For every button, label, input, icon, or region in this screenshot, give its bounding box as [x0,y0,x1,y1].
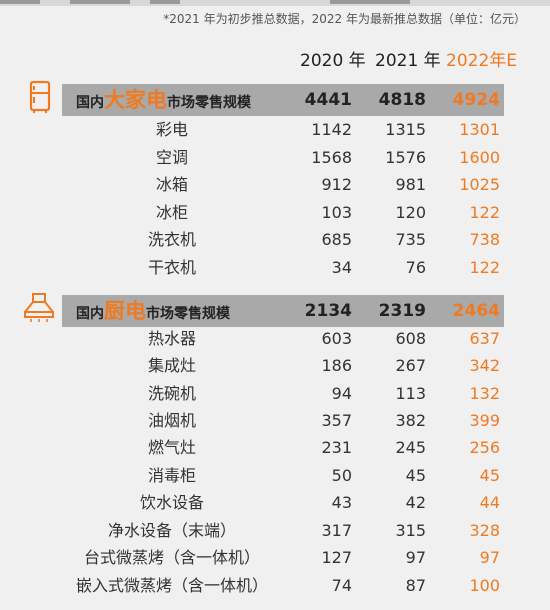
row-label: 空调 [155,148,188,167]
value-2020: 317 [321,521,352,540]
value-2020: 127 [321,548,352,567]
row-label: 洗衣机 [147,230,196,249]
value-2020: 186 [321,356,352,375]
row-label: 油烟机 [147,411,196,430]
row-label: 冰柜 [155,203,188,222]
row-label: 饮水设备 [139,493,204,512]
table-row: 油烟机 357 382 399 [0,407,550,435]
value-2022e: 342 [469,356,500,375]
value-2021: 76 [405,258,426,277]
row-label: 燃气灶 [147,438,196,457]
value-2022e: 122 [469,258,500,277]
value-2020: 74 [331,576,352,595]
value-2021: 267 [395,356,426,375]
total-2021: 2319 [378,301,426,321]
value-2021: 97 [405,548,426,567]
row-label: 集成灶 [147,356,196,375]
value-2020: 1142 [311,120,352,139]
value-2021: 87 [405,576,426,595]
total-2021: 4818 [378,90,426,110]
value-2020: 1568 [311,148,352,167]
unit-note: *2021 年为初步推总数据，2022 年为最新推总数据（单位：亿元） [163,12,526,26]
table-row: 空调 1568 1576 1600 [0,144,550,172]
value-2020: 685 [321,230,352,249]
table-row: 台式微蒸烤（含一体机） 127 97 97 [0,544,550,572]
value-2022e: 328 [469,521,500,540]
value-2020: 912 [321,175,352,194]
value-2022e: 637 [469,329,500,348]
row-label: 台式微蒸烤（含一体机） [83,548,260,567]
value-2020: 231 [321,438,352,457]
total-2020: 4441 [304,90,352,110]
section-header-kitchen-appliances: 国内厨电市场零售规模 2134 2319 2464 [62,295,504,327]
table-row: 嵌入式微蒸烤（含一体机） 74 87 100 [0,572,550,600]
row-label: 热水器 [147,329,196,348]
table-row: 洗衣机 685 735 738 [0,226,550,254]
table-row: 热水器 603 608 637 [0,325,550,353]
value-2021: 1315 [385,120,426,139]
row-label: 消毒柜 [147,466,196,485]
value-2022e: 256 [469,438,500,457]
table-row: 集成灶 186 267 342 [0,352,550,380]
value-2020: 50 [331,466,352,485]
value-2020: 603 [321,329,352,348]
row-label: 洗碗机 [147,384,196,403]
value-2020: 94 [331,384,352,403]
top-decorative-strip [0,0,550,6]
table-row: 冰柜 103 120 122 [0,199,550,227]
value-2020: 357 [321,411,352,430]
section-header-major-appliances: 国内大家电市场零售规模 4441 4818 4924 [62,84,504,116]
row-label: 嵌入式微蒸烤（含一体机） [75,576,268,595]
value-2021: 1576 [385,148,426,167]
year-header-row: 2020 年 2021 年 2022年E [0,46,550,71]
value-2020: 43 [331,493,352,512]
value-2020: 103 [321,203,352,222]
value-2022e: 45 [479,466,500,485]
value-2022e: 132 [469,384,500,403]
total-2022e: 2464 [452,301,500,321]
value-2022e: 1600 [459,148,500,167]
value-2022e: 1301 [459,120,500,139]
value-2021: 42 [405,493,426,512]
section-title: 国内厨电市场零售规模 [76,299,230,323]
table-row: 干衣机 34 76 122 [0,254,550,282]
section-title: 国内大家电市场零售规模 [76,88,251,112]
row-label: 冰箱 [155,175,188,194]
value-2021: 315 [395,521,426,540]
value-2021: 120 [395,203,426,222]
value-2021: 735 [395,230,426,249]
table-row: 洗碗机 94 113 132 [0,380,550,408]
year-2020-label: 2020 年 [300,51,366,71]
value-2021: 981 [395,175,426,194]
year-2022e-label: 2022年E [446,51,518,71]
value-2022e: 97 [479,548,500,567]
refrigerator-icon [22,80,56,114]
value-2021: 608 [395,329,426,348]
value-2020: 34 [331,258,352,277]
year-2021-label: 2021 年 [375,51,441,71]
row-label: 净水设备（末端） [107,521,236,540]
value-2021: 45 [405,466,426,485]
value-2022e: 399 [469,411,500,430]
value-2021: 245 [395,438,426,457]
row-label: 干衣机 [147,258,196,277]
table-row: 净水设备（末端） 317 315 328 [0,517,550,545]
value-2021: 382 [395,411,426,430]
value-2021: 113 [395,384,426,403]
table-row: 冰箱 912 981 1025 [0,171,550,199]
value-2022e: 44 [479,493,500,512]
total-2022e: 4924 [452,90,500,110]
table-row: 饮水设备 43 42 44 [0,489,550,517]
value-2022e: 738 [469,230,500,249]
table-row: 彩电 1142 1315 1301 [0,116,550,144]
table-row: 燃气灶 231 245 256 [0,434,550,462]
range-hood-icon [22,291,56,325]
total-2020: 2134 [304,301,352,321]
table-row: 消毒柜 50 45 45 [0,462,550,490]
row-label: 彩电 [155,120,188,139]
value-2022e: 100 [469,576,500,595]
value-2022e: 1025 [459,175,500,194]
value-2022e: 122 [469,203,500,222]
